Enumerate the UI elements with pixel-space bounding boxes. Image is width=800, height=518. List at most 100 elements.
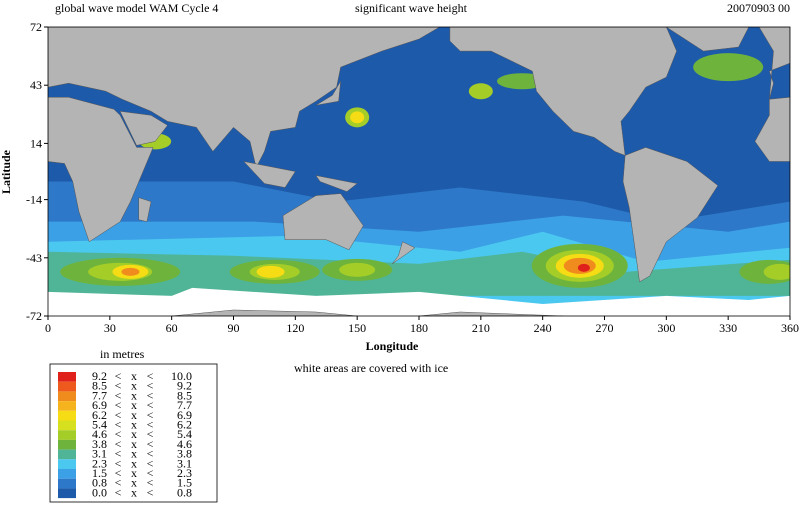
legend-high: 4.6	[177, 437, 192, 451]
legend-operator: <	[115, 369, 122, 383]
x-axis-label: Longitude	[366, 339, 419, 353]
legend-operator: <	[147, 398, 154, 412]
legend-high: 10.0	[171, 369, 192, 383]
legend-operator: <	[115, 408, 122, 422]
legend-operator: <	[115, 476, 122, 490]
legend-operator: <	[115, 447, 122, 461]
y-tick-label: 14	[30, 136, 42, 150]
wave-band	[48, 251, 790, 296]
land	[449, 27, 677, 156]
legend-operator: <	[147, 379, 154, 393]
legend-high: 6.9	[177, 408, 192, 422]
legend-swatch	[58, 430, 76, 440]
land	[758, 27, 790, 100]
x-tick-label: 60	[166, 321, 178, 335]
legend-low: 2.3	[92, 456, 107, 470]
legend-operator: <	[115, 427, 122, 441]
legend-low: 9.2	[92, 369, 107, 383]
land	[315, 81, 341, 106]
legend-variable: x	[131, 476, 137, 490]
legend-high: 8.5	[177, 388, 192, 402]
land	[315, 175, 358, 192]
legend-swatch	[58, 449, 76, 460]
x-tick-label: 30	[104, 321, 116, 335]
wave-region	[763, 263, 790, 280]
legend-variable: x	[131, 388, 137, 402]
land	[171, 309, 358, 316]
datetime: 20070903 00	[727, 1, 790, 15]
legend-variable: x	[131, 398, 137, 412]
legend-swatch	[58, 469, 76, 479]
legend-low: 3.1	[92, 447, 107, 461]
legend-high: 1.5	[177, 476, 192, 490]
legend-operator: <	[147, 485, 154, 499]
legend-operator: <	[147, 427, 154, 441]
legend-variable: x	[131, 379, 137, 393]
x-tick-label: 240	[534, 321, 552, 335]
wave-region	[693, 53, 764, 82]
y-tick-label: -14	[26, 193, 42, 207]
legend-variable: x	[131, 408, 137, 422]
wave-region	[350, 111, 365, 124]
land	[754, 96, 790, 162]
land	[392, 241, 416, 265]
land	[665, 27, 750, 52]
legend-operator: <	[147, 437, 154, 451]
legend-low: 4.6	[92, 427, 107, 441]
x-tick-label: 330	[719, 321, 737, 335]
x-tick-label: 300	[657, 321, 675, 335]
x-tick-label: 90	[228, 321, 240, 335]
legend-high: 3.8	[177, 447, 192, 461]
legend-high: 0.8	[177, 485, 192, 499]
legend-variable: x	[131, 456, 137, 470]
legend-swatch	[58, 478, 76, 489]
legend-swatch	[58, 439, 76, 450]
y-tick-label: -43	[26, 251, 42, 265]
y-axis-label: Latitude	[0, 149, 13, 194]
land	[119, 110, 168, 146]
x-tick-label: 360	[781, 321, 799, 335]
units-label: in metres	[100, 347, 145, 361]
x-tick-label: 270	[596, 321, 614, 335]
legend-operator: <	[147, 447, 154, 461]
legend-swatch	[58, 488, 76, 499]
land	[282, 193, 364, 251]
legend-low: 0.0	[92, 485, 107, 499]
legend-low: 6.2	[92, 408, 107, 422]
map	[47, 26, 791, 317]
legend-variable: x	[131, 427, 137, 441]
legend-operator: <	[147, 388, 154, 402]
wave-region	[339, 262, 376, 277]
legend-high: 6.2	[177, 418, 192, 432]
legend-operator: <	[115, 437, 122, 451]
legend-high: 9.2	[177, 379, 192, 393]
ice	[48, 287, 790, 316]
legend-low: 3.8	[92, 437, 107, 451]
land	[138, 197, 152, 222]
land	[418, 311, 564, 316]
legend-variable: x	[131, 466, 137, 480]
legend-operator: <	[115, 485, 122, 499]
wave-region	[577, 263, 590, 272]
legend-operator: <	[147, 476, 154, 490]
land	[48, 96, 154, 243]
y-tick-label: 43	[30, 78, 42, 92]
land	[48, 27, 441, 169]
legend-swatch	[58, 372, 76, 382]
wave-region	[121, 267, 140, 276]
wave-region	[468, 83, 493, 100]
legend-low: 8.5	[92, 379, 107, 393]
legend-swatch	[58, 420, 76, 431]
legend-swatch	[58, 391, 76, 402]
legend-operator: <	[115, 379, 122, 393]
legend-variable: x	[131, 369, 137, 383]
legend-swatch	[58, 410, 76, 421]
x-tick-label: 180	[410, 321, 428, 335]
legend-operator: <	[147, 408, 154, 422]
y-tick-label: -72	[26, 309, 42, 323]
land	[622, 147, 719, 283]
legend-variable: x	[131, 447, 137, 461]
map-field	[48, 27, 790, 316]
legend-high: 2.3	[177, 466, 192, 480]
